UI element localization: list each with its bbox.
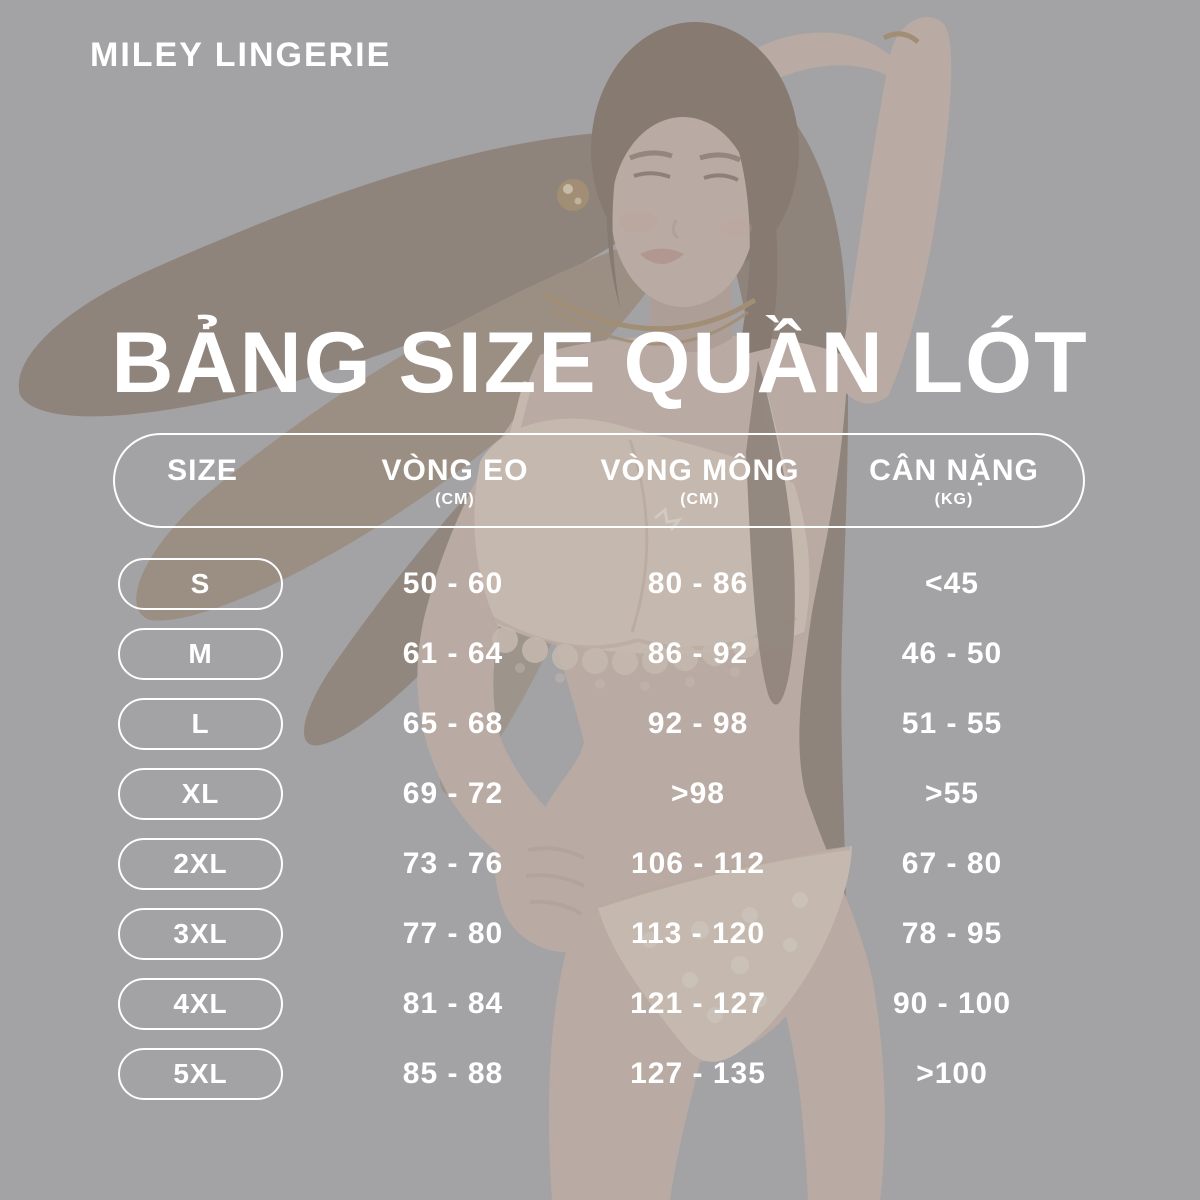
hair-part-left	[606, 96, 636, 308]
hip-value: >98	[671, 777, 725, 810]
weight-value: >100	[916, 1057, 988, 1090]
header-size-label: SIZE	[167, 453, 238, 487]
size-pill: 2XL	[118, 838, 283, 890]
table-row: L 65 - 68 92 - 98 51 - 55	[113, 698, 1085, 750]
weight-value: >55	[925, 777, 979, 810]
table-row: M 61 - 64 86 - 92 46 - 50	[113, 628, 1085, 680]
size-pill: XL	[118, 768, 283, 820]
waist-value: 65 - 68	[402, 707, 504, 740]
size-label: L	[191, 708, 210, 739]
size-label: S	[190, 568, 211, 599]
bra-strap-left	[501, 380, 533, 468]
size-label: 3XL	[173, 918, 228, 949]
header-cell-waist: VÒNG EO (CM)	[331, 454, 579, 510]
header-waist-unit: (CM)	[435, 490, 475, 508]
size-pill: L	[118, 698, 283, 750]
header-weight-label: CÂN NẶNG	[869, 453, 1039, 487]
table-row: 3XL 77 - 80 113 - 120 78 - 95	[113, 908, 1085, 960]
earring	[557, 179, 589, 211]
size-label: XL	[181, 778, 220, 809]
table-row: 2XL 73 - 76 106 - 112 67 - 80	[113, 838, 1085, 890]
hip-value: 92 - 98	[647, 707, 749, 740]
waist-value: 50 - 60	[402, 567, 504, 600]
size-label: 4XL	[173, 988, 228, 1019]
table-row: XL 69 - 72 >98 >55	[113, 768, 1085, 820]
weight-value: 90 - 100	[892, 987, 1012, 1020]
waist-value: 69 - 72	[402, 777, 504, 810]
header-waist-label: VÒNG EO	[381, 453, 529, 487]
left-arm	[417, 360, 618, 953]
table-row: 4XL 81 - 84 121 - 127 90 - 100	[113, 978, 1085, 1030]
waist-value: 73 - 76	[402, 847, 504, 880]
hip-value: 80 - 86	[647, 567, 749, 600]
waist-value: 77 - 80	[402, 917, 504, 950]
waist-value: 81 - 84	[402, 987, 504, 1020]
hip-value: 113 - 120	[630, 917, 766, 950]
header-size-unit	[120, 491, 285, 510]
weight-value: 51 - 55	[901, 707, 1003, 740]
weight-value: 78 - 95	[901, 917, 1003, 950]
hip-value: 127 - 135	[630, 1057, 766, 1090]
bracelet	[882, 31, 920, 44]
size-pill: M	[118, 628, 283, 680]
bra-lace-dots	[515, 663, 740, 691]
size-pill: 4XL	[118, 978, 283, 1030]
hip-value: 106 - 112	[630, 847, 766, 880]
waist-value: 85 - 88	[402, 1057, 504, 1090]
size-label: 2XL	[173, 848, 228, 879]
facial-features	[618, 150, 752, 264]
brand-logo: MILEY LINGERIE	[90, 36, 392, 74]
header-cell-size: SIZE	[120, 454, 285, 510]
finger-lines	[525, 846, 585, 916]
table-header: SIZE VÒNG EO (CM) VÒNG MÔNG (CM) CÂN NẶN…	[113, 433, 1085, 528]
weight-value: 46 - 50	[901, 637, 1003, 670]
header-weight-unit: (KG)	[934, 490, 974, 508]
table-row: 5XL 85 - 88 127 - 135 >100	[113, 1048, 1085, 1100]
weight-value: 67 - 80	[901, 847, 1003, 880]
header-hip-unit: (CM)	[680, 490, 720, 508]
size-pill: 3XL	[118, 908, 283, 960]
model-figure	[18, 17, 952, 1200]
panties	[598, 846, 852, 1062]
hand-on-hip	[494, 819, 618, 953]
panty-lace-dots	[642, 892, 808, 1023]
header-cell-hip: VÒNG MÔNG (CM)	[579, 454, 821, 510]
page-title: BẢNG SIZE QUẦN LÓT	[111, 315, 1089, 411]
necklace	[543, 292, 757, 346]
hip-value: 121 - 127	[630, 987, 766, 1020]
weight-value: <45	[925, 567, 979, 600]
waist-value: 61 - 64	[402, 637, 504, 670]
size-pill: S	[118, 558, 283, 610]
size-pill: 5XL	[118, 1048, 283, 1100]
header-hip-label: VÒNG MÔNG	[600, 453, 800, 487]
size-label: M	[188, 638, 213, 669]
head	[557, 22, 799, 356]
hair-front-strand	[746, 360, 795, 705]
hair-side-right	[728, 108, 778, 356]
table-rows: S 50 - 60 80 - 86 <45 M 61 - 64 86 - 92 …	[113, 558, 1085, 1100]
table-row: S 50 - 60 80 - 86 <45	[113, 558, 1085, 610]
bra-bow	[654, 507, 683, 531]
size-label: 5XL	[173, 1058, 228, 1089]
hip-value: 86 - 92	[647, 637, 749, 670]
size-table: SIZE VÒNG EO (CM) VÒNG MÔNG (CM) CÂN NẶN…	[113, 433, 1085, 1118]
header-cell-weight: CÂN NẶNG (KG)	[821, 454, 1087, 510]
